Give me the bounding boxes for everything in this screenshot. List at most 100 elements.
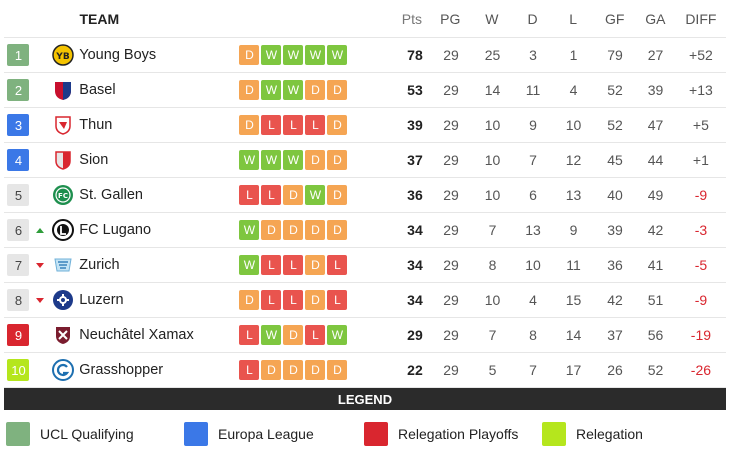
draws-cell: 13 — [525, 222, 541, 238]
form-result-badge: L — [283, 115, 304, 135]
team-name[interactable]: Grasshopper — [79, 362, 164, 378]
goal-diff-cell: -3 — [694, 222, 708, 238]
team-name[interactable]: Basel — [79, 82, 116, 98]
team-name[interactable]: Sion — [79, 152, 109, 168]
form-result-badge: L — [283, 290, 304, 310]
losses-cell: 4 — [569, 82, 578, 98]
form-result-badge: L — [261, 255, 282, 275]
form-result-badge: D — [261, 220, 282, 240]
goal-diff-cell: -9 — [694, 292, 708, 308]
points-cell: 78 — [407, 47, 423, 63]
legend-item-relegation-playoffs: Relegation Playoffs — [364, 422, 542, 446]
trend-cell — [33, 227, 47, 233]
played-cell: 29 — [443, 327, 459, 343]
wins-cell: 10 — [484, 152, 501, 168]
goals-for-cell: 45 — [607, 152, 623, 168]
goal-diff-cell: -19 — [690, 327, 712, 343]
position-cell: 2 — [4, 79, 33, 101]
losses-cell: 17 — [565, 362, 582, 378]
played-cell: 29 — [443, 117, 459, 133]
form-result-badge: D — [283, 185, 304, 205]
position-badge: 8 — [7, 289, 30, 311]
team-name[interactable]: FC Lugano — [79, 222, 152, 238]
goal-diff-cell: +5 — [692, 117, 709, 133]
form-result-badge: D — [283, 360, 304, 380]
losses-cell: 14 — [565, 327, 582, 343]
position-badge: 1 — [7, 44, 30, 66]
legend-label-europa: Europa League — [218, 426, 314, 442]
form-result-badge: D — [239, 80, 260, 100]
header-pg: PG — [440, 10, 461, 27]
goals-for-cell: 37 — [607, 327, 623, 343]
trend-down-icon — [35, 297, 44, 303]
wins-cell: 5 — [488, 362, 497, 378]
points-cell: 34 — [407, 292, 423, 308]
zurich-logo-icon — [46, 254, 79, 276]
form-result-badge: W — [305, 185, 326, 205]
draws-cell: 4 — [529, 292, 537, 308]
goals-against-cell: 44 — [647, 152, 664, 168]
team-name[interactable]: Young Boys — [79, 47, 157, 63]
header-team: TEAM — [79, 10, 120, 27]
position-badge: 4 — [7, 149, 30, 171]
form-result-badge: W — [283, 80, 304, 100]
played-cell: 29 — [443, 222, 459, 238]
form-result-badge: D — [305, 360, 326, 380]
form-result-badge: D — [327, 80, 348, 100]
legend-swatch-europa — [184, 422, 208, 446]
team-name[interactable]: Thun — [79, 117, 113, 133]
position-cell: 7 — [4, 254, 33, 276]
team-name[interactable]: St. Gallen — [79, 187, 143, 203]
position-badge: 10 — [7, 359, 30, 381]
draws-cell: 7 — [529, 152, 537, 168]
team-name[interactable]: Neuchâtel Xamax — [79, 327, 194, 343]
luzern-logo-icon — [46, 289, 79, 311]
position-badge: 6 — [7, 219, 30, 241]
losses-cell: 15 — [565, 292, 582, 308]
team-name[interactable]: Luzern — [79, 292, 124, 308]
form-result-badge: D — [239, 290, 260, 310]
draws-cell: 10 — [525, 257, 541, 273]
form-result-badge: W — [283, 45, 304, 65]
goals-for-cell: 52 — [607, 82, 623, 98]
position-badge: 5 — [7, 184, 30, 206]
form-result-badge: D — [305, 290, 326, 310]
form-result-badge: L — [239, 325, 260, 345]
form-result-badge: D — [261, 360, 282, 380]
wins-cell: 7 — [488, 327, 497, 343]
goals-against-cell: 52 — [647, 362, 664, 378]
team-name[interactable]: Zurich — [79, 257, 120, 273]
legend-swatch-ucl — [6, 422, 30, 446]
goals-for-cell: 26 — [607, 362, 623, 378]
form-result-badge: W — [239, 220, 260, 240]
goals-for-cell: 39 — [607, 222, 623, 238]
trend-up-icon — [35, 227, 44, 233]
legend-swatch-relegation — [542, 422, 566, 446]
header-pts: Pts — [401, 10, 422, 27]
form-result-badge: D — [305, 80, 326, 100]
position-cell: 1 — [4, 44, 33, 66]
young-boys-logo-icon: YB — [46, 44, 79, 66]
draws-cell: 9 — [529, 117, 537, 133]
goals-against-cell: 47 — [647, 117, 664, 133]
table-header: TEAM Pts PG W D L GF GA DIFF — [4, 0, 726, 38]
trend-cell — [33, 262, 47, 268]
